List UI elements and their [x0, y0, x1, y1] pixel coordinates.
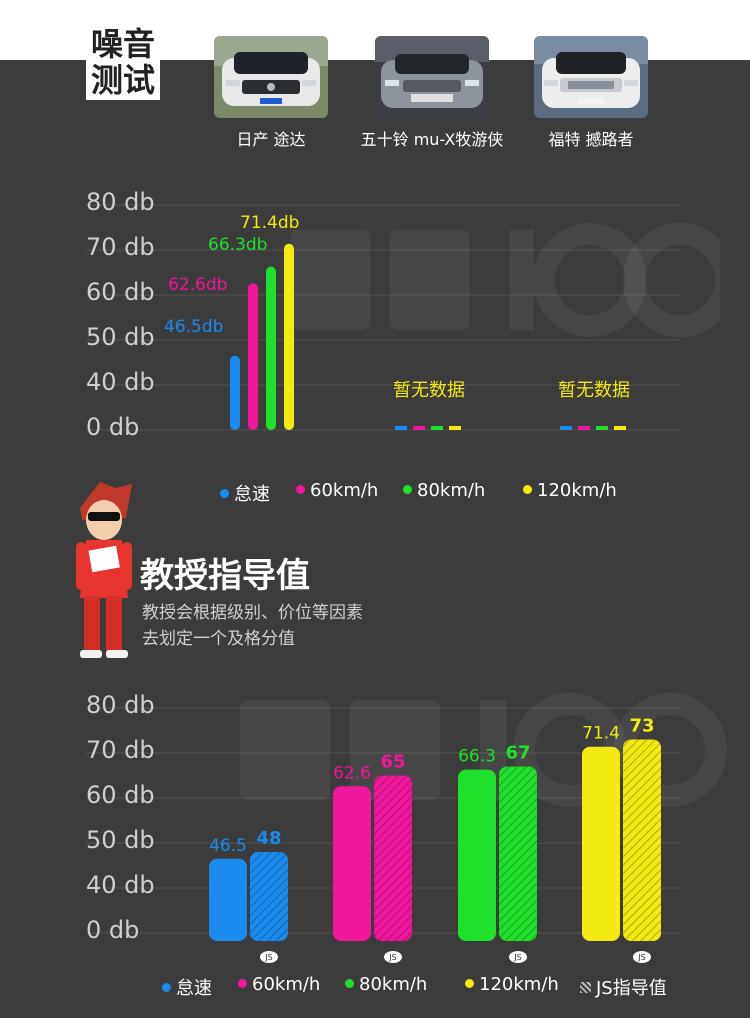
js-badge-icon: [633, 951, 651, 963]
legend2-item-js: JS指导值: [580, 974, 667, 1000]
chart1-placeholder-bar: [449, 426, 461, 430]
chart1-bar: [248, 283, 258, 430]
chart1-placeholder-bar: [578, 426, 590, 430]
chart2-bar-hatch: [623, 739, 661, 941]
car-image-isuzu: [375, 36, 489, 118]
chart2-y-tick: 70 db: [86, 736, 155, 764]
guide-desc-line1: 教授会根据级别、价位等因素: [142, 603, 363, 623]
chart1-placeholder-bar: [614, 426, 626, 430]
section-title: 噪音 测试: [86, 24, 160, 100]
chart2-data-label: 48: [256, 828, 281, 849]
chart2-data-label: 67: [505, 743, 530, 764]
car-name-3: 福特 撼路者: [548, 130, 634, 149]
chart1-placeholder-bar: [395, 426, 407, 430]
chart2-bar-hatch: [499, 766, 537, 941]
chart2-y-tick: 0 db: [86, 916, 139, 944]
legend-chart2: 怠速 60km/h 80km/h 120km/h JS指导值: [0, 974, 750, 1000]
legend-item-60: 60km/h: [296, 480, 378, 501]
legend2-item-120: 120km/h: [465, 974, 559, 995]
chart2-data-label: 62.6: [333, 763, 371, 783]
js-badge-icon: [384, 951, 402, 963]
chart2-data-label: 71.4: [582, 724, 620, 744]
chart1-placeholder-bar: [431, 426, 443, 430]
chart2-data-label: 73: [629, 716, 654, 737]
chart1-data-label: 71.4db: [240, 213, 299, 233]
chart2-y-tick: 60 db: [86, 781, 155, 809]
legend2-item-60: 60km/h: [238, 974, 320, 995]
chart2-y-tick: 80 db: [86, 691, 155, 719]
js-badge-label: JS: [264, 953, 272, 962]
chart2-bar-measured: [582, 746, 620, 941]
car-name-2: 五十铃 mu-X牧游侠: [360, 130, 504, 149]
legend2-dot-idle: [162, 982, 171, 992]
chart1-bar: [230, 355, 240, 430]
chart-guide-values: 80 db 70 db 60 db 50 db 40 db 0 db 46.5 JS 48 62.…: [86, 691, 680, 963]
legend2-hatch-icon: [580, 981, 591, 993]
car-name-1: 日产 途达: [236, 130, 306, 149]
title-line2: 测试: [90, 61, 155, 99]
guide-desc-line2: 去划定一个及格分值: [142, 629, 295, 649]
chart2-data-label: 46.5: [209, 836, 247, 856]
js-badge-label: JS: [513, 953, 521, 962]
chart2-bar-measured: [209, 858, 247, 941]
js-badge-label: JS: [388, 953, 396, 962]
chart2-y-tick: 40 db: [86, 871, 155, 899]
chart2-bar-measured: [458, 769, 496, 941]
chart1-bar: [284, 243, 294, 430]
legend2-item-idle: 怠速: [162, 974, 212, 1000]
legend2-dot-80: [345, 978, 354, 988]
chart1-placeholder-bar: [560, 426, 572, 430]
guide-description: 教授会根据级别、价位等因素 去划定一个及格分值: [142, 600, 363, 652]
chart1-data-label: 62.6db: [168, 275, 227, 295]
legend-dot-60: [296, 484, 305, 494]
chart2-bar-hatch: [374, 775, 412, 941]
js-badge-icon: [509, 951, 527, 963]
title-line1: 噪音: [90, 25, 155, 63]
chart2-data-label: 66.3: [458, 747, 496, 767]
legend2-item-80: 80km/h: [345, 974, 427, 995]
car-image-nissan: [214, 36, 328, 118]
chart2-bar-hatch: [250, 852, 288, 941]
car-image-ford: [534, 36, 648, 118]
chart1-y-tick: 0 db: [86, 413, 139, 441]
legend2-dot-120: [465, 978, 474, 988]
js-badge-label: JS: [637, 953, 645, 962]
chart2-bar-measured: [333, 786, 371, 941]
legend-item-120: 120km/h: [523, 480, 617, 501]
legend-dot-80: [403, 484, 412, 494]
chart2-y-tick: 50 db: [86, 826, 155, 854]
chart2-data-label: 65: [380, 752, 405, 773]
chart1-data-label: 46.5db: [164, 317, 223, 337]
chart1-data-label: 66.3db: [208, 235, 267, 255]
chart1-bar: [266, 266, 276, 430]
chart1-y-tick: 70 db: [86, 233, 155, 261]
chart1-placeholder-bar: [413, 426, 425, 430]
chart1-placeholder-bar: [596, 426, 608, 430]
legend-item-80: 80km/h: [403, 480, 485, 501]
chart1-y-tick: 80 db: [86, 188, 155, 216]
chart-noise-test: 80 db 70 db 60 db 50 db 40 db 0 db 46.5db 62.6d…: [86, 188, 680, 441]
legend-dot-120: [523, 484, 532, 494]
legend-chart1: 怠速 60km/h 80km/h 120km/h: [0, 480, 750, 506]
chart1-y-tick: 60 db: [86, 278, 155, 306]
chart1-y-tick: 40 db: [86, 368, 155, 396]
chart1-no-data-note: 暂无数据: [558, 380, 630, 401]
chart1-no-data-note: 暂无数据: [393, 380, 465, 401]
chart1-y-tick: 50 db: [86, 323, 155, 351]
legend-item-idle: 怠速: [220, 480, 270, 506]
guide-title: 教授指导值: [140, 556, 310, 596]
mascot-illustration: [76, 482, 132, 658]
legend2-dot-60: [238, 978, 247, 988]
watermark-top: [290, 223, 720, 337]
js-badge-icon: [260, 951, 278, 963]
legend-dot-idle: [220, 488, 229, 498]
